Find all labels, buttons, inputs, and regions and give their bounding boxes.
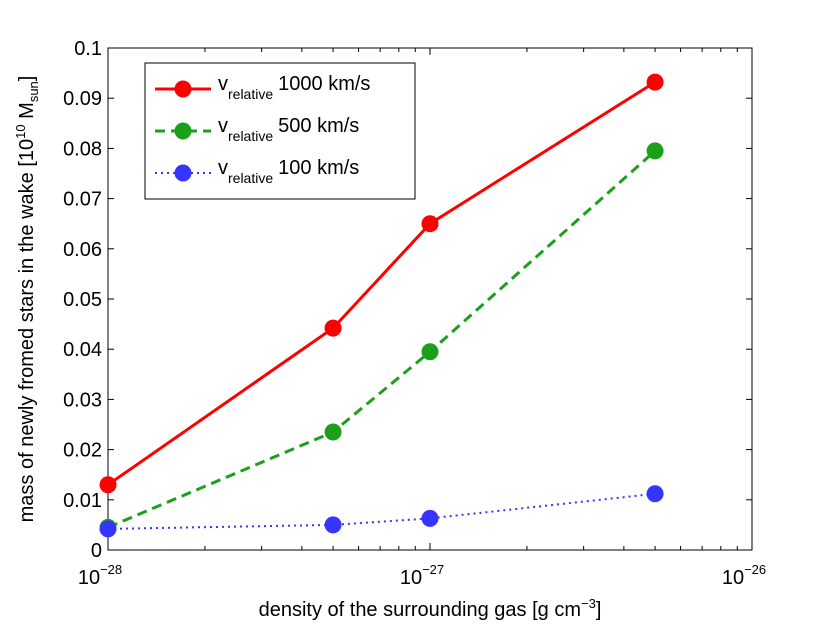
series-1-point-3 [646,142,664,160]
legend-marker-0 [174,80,192,98]
legend-label-0: vrelative 1000 km/s [218,73,370,102]
legend-label-1: vrelative 500 km/s [218,115,359,144]
series-2-point-3 [646,485,664,503]
series-2-point-1 [324,516,342,534]
y-tick-label: 0.01 [63,490,102,512]
legend: vrelative 1000 km/s vrelative 500 km/s vrela… [144,62,416,200]
series-line-0 [107,80,656,486]
x-axis-ticks: 10−28 10−27 10−26 [78,48,766,589]
series-2-point-0 [99,520,117,538]
series-0-point-2 [421,215,439,233]
series-group [99,73,664,538]
series-line-1 [107,149,657,529]
y-tick-label: 0.05 [63,289,102,311]
series-0-point-1 [324,319,342,337]
y-tick-label: 0.08 [63,138,102,160]
x-tick-label: 10−26 [722,562,766,589]
x-tick-label: 10−28 [78,562,122,589]
legend-marker-2 [174,164,192,182]
series-2-point-2 [421,509,439,527]
series-0-point-0 [99,476,117,494]
y-tick-label: 0.02 [63,440,102,462]
y-tick-label: 0.07 [63,189,102,211]
y-tick-label: 0.03 [63,389,102,411]
x-axis-label: density of the surrounding gas [g cm−3] [259,596,602,621]
y-tick-label: 0 [91,540,102,562]
series-0-point-3 [646,73,664,91]
legend-marker-1 [174,122,192,140]
y-tick-label: 0.04 [63,339,102,361]
x-tick-label: 10−27 [400,562,444,589]
y-axis-ticks: 0 0.01 0.02 0.03 0.04 0.05 0.06 0.07 0.08 0.09 0.1 [63,38,752,562]
y-tick-label: 0.1 [74,38,102,60]
series-1-point-2 [421,343,439,361]
legend-label-2: vrelative 100 km/s [218,157,359,186]
y-axis-label: mass of newly fromed stars in the wake [… [13,76,41,523]
series-1-point-1 [324,423,342,441]
y-tick-label: 0.09 [63,88,102,110]
y-tick-label: 0.06 [63,239,102,261]
